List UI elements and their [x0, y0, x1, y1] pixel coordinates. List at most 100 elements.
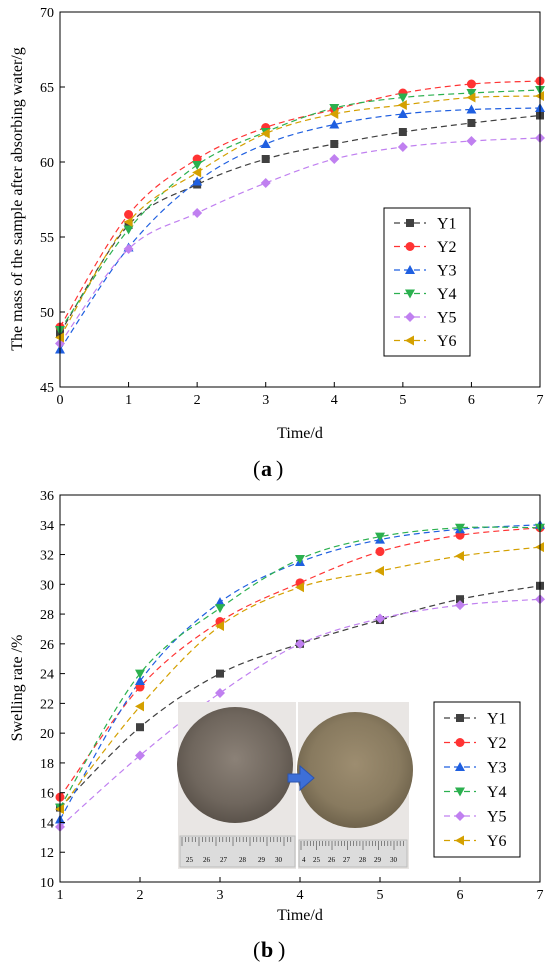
data-point-y5 [295, 638, 305, 649]
legend-label-y2: Y2 [437, 239, 457, 256]
series-line-y5 [59, 137, 541, 344]
data-point-y6 [192, 167, 202, 178]
ruler-label: 25 [313, 856, 321, 864]
y-tick-label: 65 [40, 81, 54, 96]
data-point-y3 [192, 176, 203, 186]
data-point-y4 [397, 93, 408, 103]
y-tick-label: 70 [40, 6, 54, 21]
data-point-y4 [375, 532, 385, 542]
data-point-y3 [260, 139, 271, 148]
data-point-y3 [397, 109, 408, 118]
data-point-y1 [124, 221, 133, 229]
legend-marker-y6 [455, 835, 464, 846]
data-point-y4 [329, 104, 340, 113]
y-tick-label: 20 [40, 727, 54, 742]
svg-text:(: ( [253, 456, 260, 481]
legend-marker-y4 [455, 787, 465, 797]
y-tick-label: 18 [40, 757, 54, 772]
y-tick-label: 16 [40, 787, 54, 802]
chart-b-legend-box [433, 701, 521, 858]
y-tick-label: 45 [40, 381, 54, 396]
y-tick-label: 30 [40, 578, 54, 593]
data-point-y4 [135, 669, 145, 679]
data-point-y6 [215, 620, 224, 631]
data-point-y5 [329, 154, 340, 164]
legend-label-y1: Y1 [487, 711, 507, 728]
ruler-label: 30 [275, 856, 283, 864]
y-tick-label: 10 [40, 876, 54, 891]
x-tick-label: 2 [137, 888, 144, 903]
legend-marker-y1 [456, 714, 464, 722]
arrow-right-icon [287, 764, 315, 792]
legend-label-y4: Y4 [437, 286, 457, 303]
chart-b-legend: Y1 Y2 Y3 Y4 Y5 Y6 [433, 701, 521, 858]
ruler-label: 29 [374, 856, 382, 864]
legend-marker-y5 [405, 312, 415, 322]
data-point-y3 [329, 119, 340, 129]
y-tick-label: 14 [40, 816, 54, 831]
data-point-y2 [375, 547, 385, 557]
svg-text:(: ( [253, 937, 260, 962]
y-tick-label: 28 [40, 608, 54, 623]
data-point-y1 [467, 119, 476, 127]
x-tick-label: 1 [125, 393, 132, 408]
legend-label-y5: Y5 [437, 310, 457, 327]
legend-label-y6: Y6 [437, 333, 457, 350]
x-tick-label: 5 [377, 888, 384, 903]
data-point-y4 [295, 555, 305, 565]
x-tick-label: 3 [262, 393, 269, 408]
ruler-labels-right: 4 25 26 27 28 29 30 [302, 856, 398, 864]
legend-marker-y4 [405, 289, 415, 299]
data-point-y1 [330, 140, 339, 148]
series-line-y1 [59, 114, 541, 334]
y-tick-label: 34 [40, 519, 54, 534]
data-point-y6 [135, 701, 144, 712]
data-point-y4 [466, 89, 477, 98]
data-point-y6 [455, 551, 464, 562]
data-point-y6 [123, 217, 133, 227]
chart-a-x-axis-label: Time/d [277, 425, 323, 442]
legend-label-y6: Y6 [487, 833, 507, 850]
data-point-y6 [466, 92, 476, 103]
data-point-y2 [124, 210, 134, 219]
x-tick-label: 1 [57, 888, 64, 903]
data-point-y1 [261, 155, 270, 163]
chart-a-legend-box [383, 207, 471, 357]
x-tick-label: 4 [331, 393, 338, 408]
chart-a-plot-frame [59, 11, 541, 388]
y-tick-label: 32 [40, 549, 54, 564]
data-point-y1 [398, 128, 407, 136]
x-tick-label: 0 [57, 393, 64, 408]
data-point-y2 [466, 79, 476, 89]
ruler-label: 26 [203, 856, 211, 864]
svg-text:): ) [276, 456, 283, 481]
chart-b-panel-letter: b [261, 937, 273, 962]
svg-text:): ) [278, 937, 285, 962]
legend-label-y4: Y4 [487, 784, 507, 801]
data-point-y4 [123, 225, 134, 235]
data-point-y5 [192, 208, 203, 218]
x-tick-label: 6 [468, 393, 475, 408]
legend-marker-y3 [455, 762, 465, 771]
ruler-label: 28 [359, 856, 367, 864]
data-point-y6 [295, 582, 304, 593]
legend-label-y3: Y3 [437, 263, 457, 280]
data-point-y6 [375, 565, 384, 576]
ruler-right [298, 839, 408, 868]
data-point-y5 [123, 244, 134, 254]
data-point-y5 [260, 178, 271, 188]
chart-a-panel-label: ( a ) [253, 456, 283, 481]
chart-a-y-axis-label: The mass of the sample after absorbing w… [9, 47, 26, 350]
x-tick-label: 6 [457, 888, 464, 903]
data-point-y1 [216, 669, 224, 678]
legend-marker-y2 [405, 242, 415, 251]
series-line-y4 [59, 526, 541, 808]
y-tick-label: 26 [40, 638, 54, 653]
ruler-label: 27 [343, 856, 351, 864]
chart-b-panel-label: ( b ) [253, 937, 285, 962]
data-point-y1 [136, 723, 144, 732]
y-tick-label: 12 [40, 846, 54, 861]
